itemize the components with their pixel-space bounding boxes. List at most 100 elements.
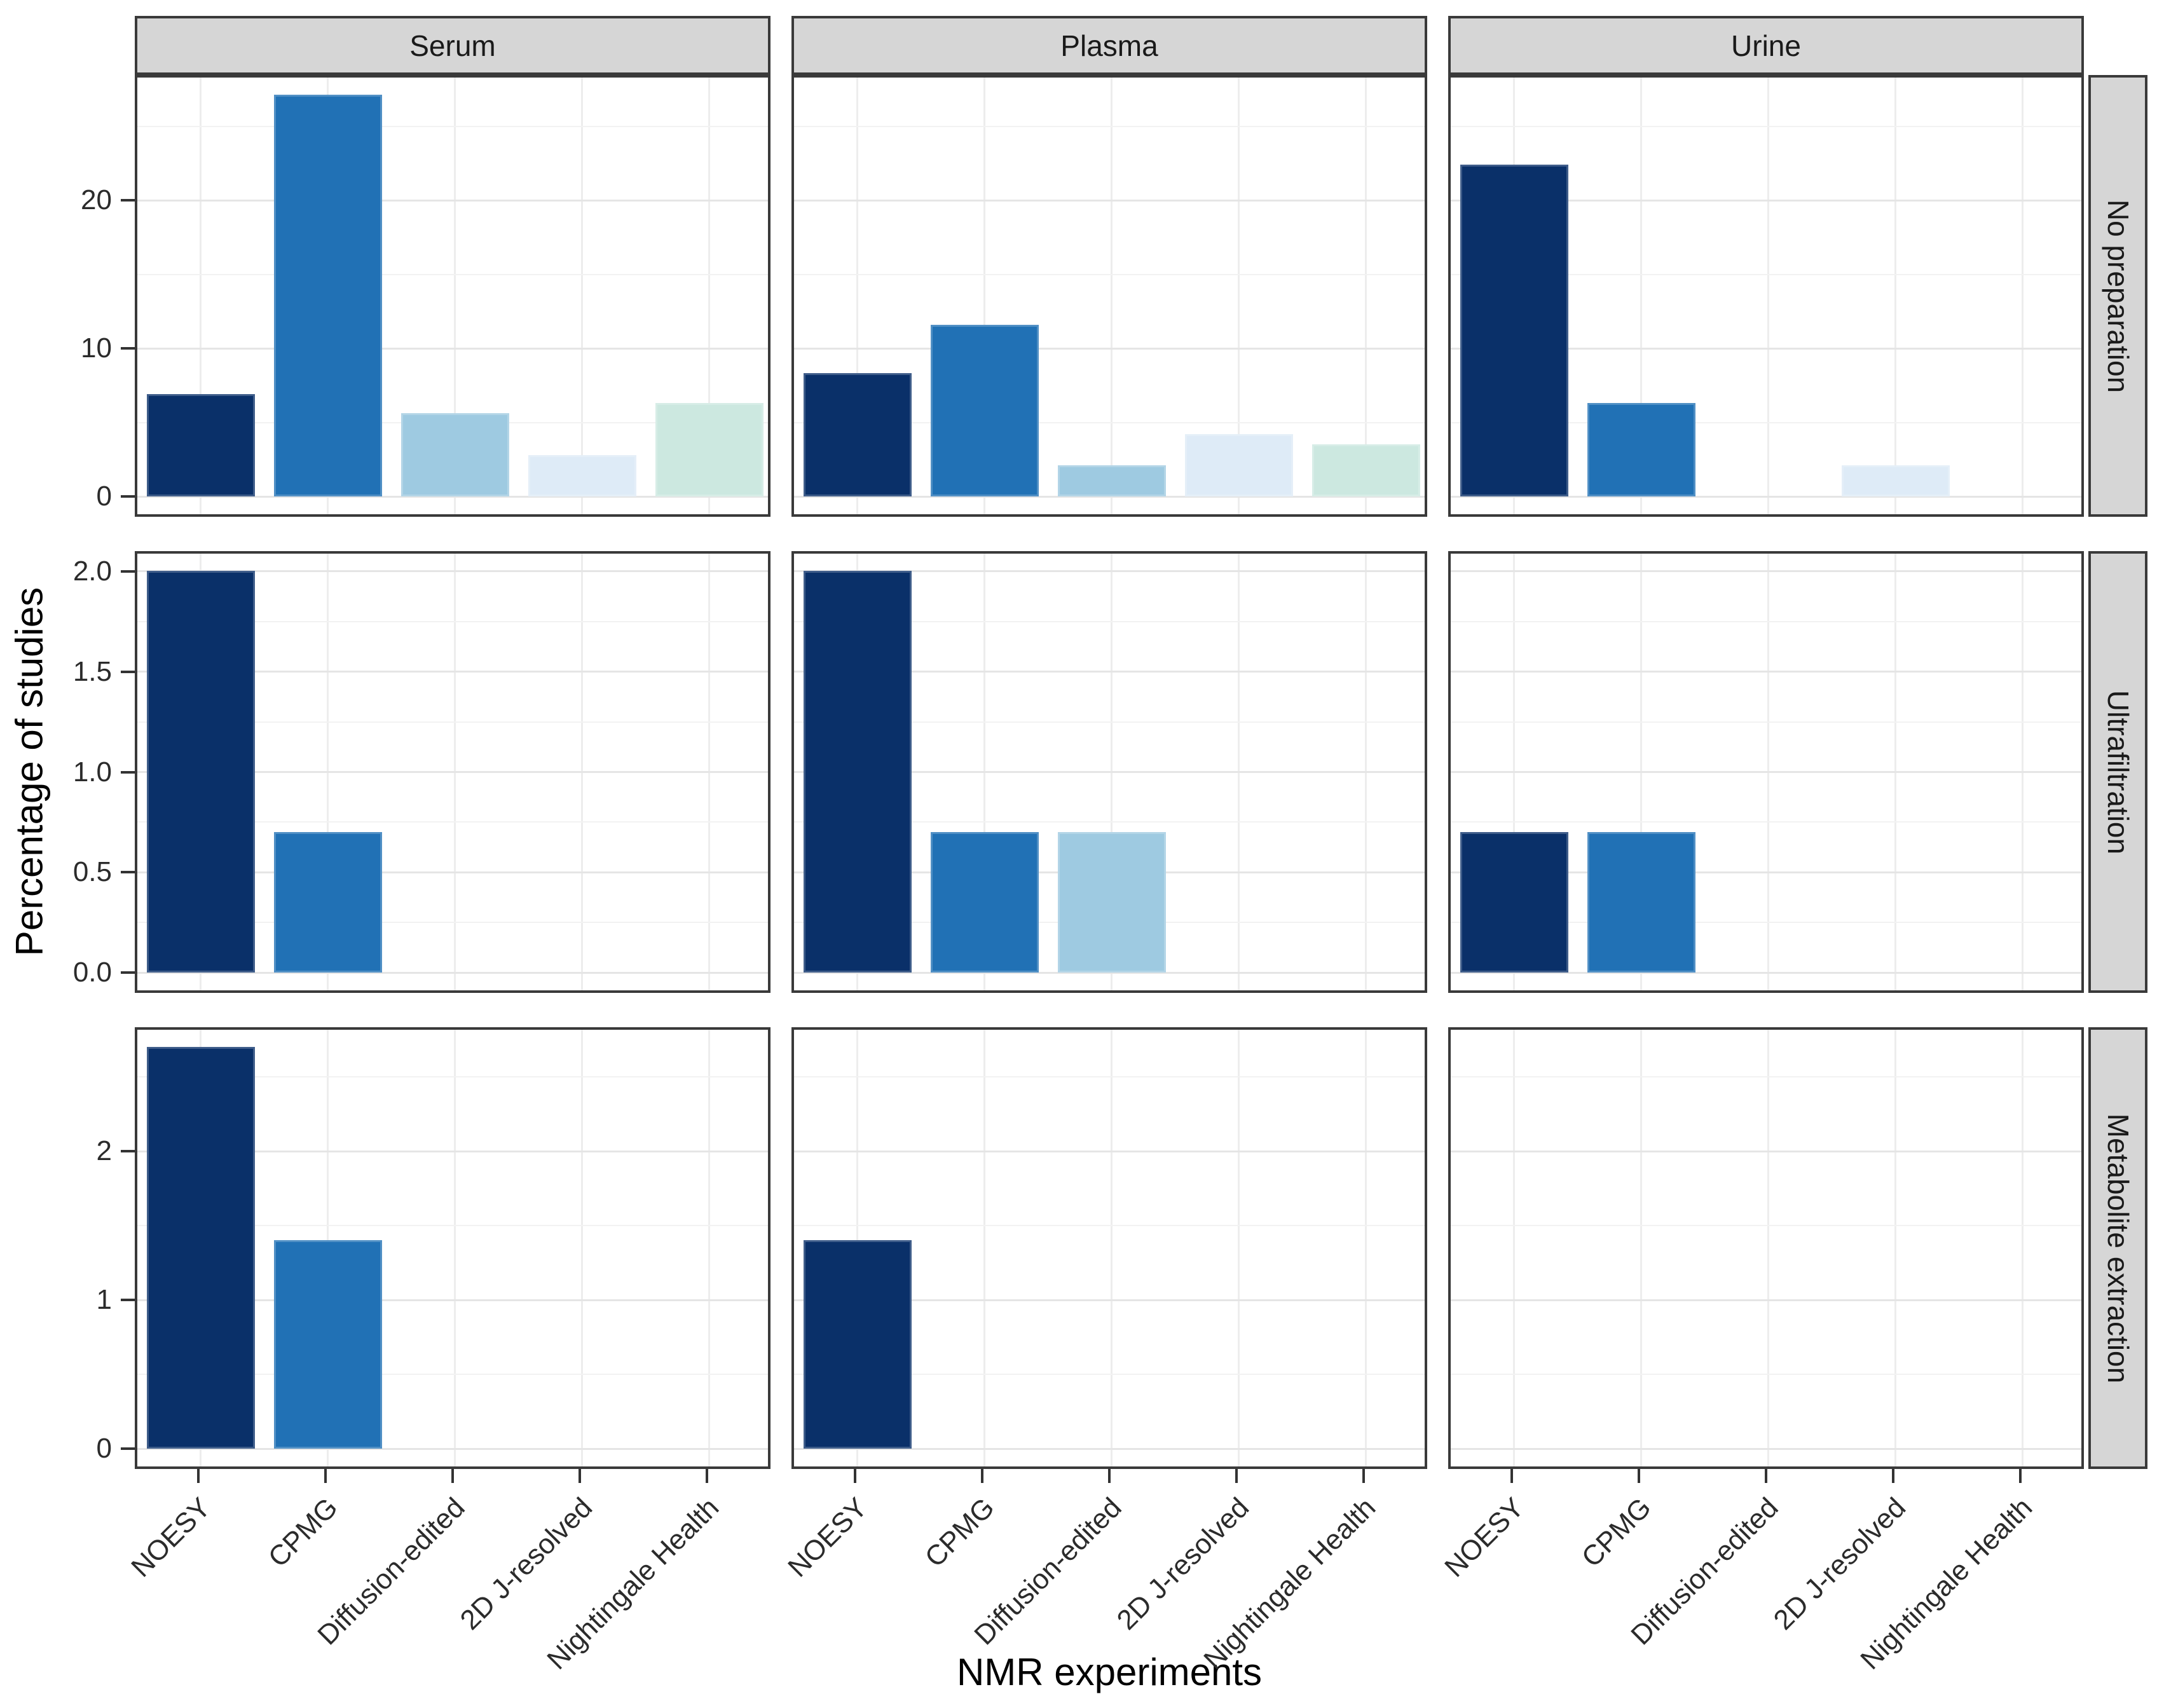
- facet-row-label: No preparation: [2101, 199, 2135, 393]
- x-tick-label: 2D J-resolved: [1111, 1492, 1255, 1636]
- gridline-major: [1451, 1151, 2081, 1152]
- x-tick-label: 2D J-resolved: [454, 1492, 598, 1636]
- x-tick-mark: [197, 1469, 200, 1483]
- gridline-major: [1451, 496, 2081, 498]
- y-tick-label: 0: [96, 481, 112, 512]
- y-tick-label: 0.0: [72, 957, 112, 988]
- facet-row-strip-no-preparation: No preparation: [2088, 75, 2147, 517]
- gridline-major: [137, 570, 768, 572]
- y-tick-mark: [121, 871, 135, 874]
- gridline-major: [794, 671, 1425, 673]
- gridline-vertical: [1767, 78, 1769, 514]
- facet-column-label: Plasma: [1060, 29, 1158, 62]
- bar-noesy: [147, 1047, 255, 1449]
- y-tick-label: 10: [81, 332, 112, 364]
- gridline-minor: [1451, 126, 2081, 127]
- facet-column-strip-serum: Serum: [135, 16, 770, 75]
- panel-urine-row1: [1448, 75, 2084, 517]
- gridline-vertical: [856, 78, 858, 514]
- gridline-vertical: [2022, 1030, 2024, 1466]
- panel-plasma-row2: [791, 551, 1427, 993]
- y-tick-label: 0.5: [72, 856, 112, 888]
- x-tick-mark: [1235, 1469, 1238, 1483]
- y-tick-label: 0: [96, 1433, 112, 1465]
- gridline-major: [137, 348, 768, 350]
- gridline-minor: [1451, 274, 2081, 275]
- facet-column-label: Urine: [1731, 29, 1801, 62]
- bar-cpmg: [931, 325, 1039, 496]
- gridline-major: [1451, 1299, 2081, 1301]
- gridline-minor: [794, 821, 1425, 823]
- gridline-major: [1451, 871, 2081, 873]
- gridline-vertical: [1640, 78, 1642, 514]
- bar-cpmg: [1587, 403, 1695, 496]
- x-tick-label: NOESY: [1439, 1492, 1530, 1583]
- y-tick-label: 2.0: [72, 555, 112, 587]
- y-tick-label: 1.0: [72, 756, 112, 788]
- gridline-major: [1451, 1448, 2081, 1450]
- gridline-major: [794, 1448, 1425, 1450]
- bar-noesy: [1460, 165, 1568, 496]
- gridline-minor: [137, 922, 768, 923]
- gridline-vertical: [2022, 78, 2024, 514]
- gridline-minor: [137, 621, 768, 622]
- x-tick-mark: [1108, 1469, 1111, 1483]
- gridline-vertical: [708, 78, 710, 514]
- panel-serum-row2: [135, 551, 770, 993]
- bar-cpmg: [274, 832, 382, 973]
- bar-2d-j-resolved: [528, 455, 636, 496]
- gridline-minor: [794, 126, 1425, 127]
- gridline-minor: [137, 1076, 768, 1077]
- gridline-minor: [137, 721, 768, 723]
- gridline-major: [1451, 348, 2081, 350]
- gridline-major: [1451, 972, 2081, 974]
- y-tick-mark: [121, 199, 135, 202]
- panel-serum-row1: [135, 75, 770, 517]
- gridline-major: [137, 1151, 768, 1152]
- gridline-major: [1451, 200, 2081, 202]
- y-tick-mark: [121, 347, 135, 350]
- gridline-major: [794, 570, 1425, 572]
- gridline-minor: [1451, 621, 2081, 622]
- x-tick-mark: [981, 1469, 983, 1483]
- gridline-major: [1451, 771, 2081, 773]
- y-tick-label: 1: [96, 1284, 112, 1316]
- gridline-minor: [1451, 1225, 2081, 1226]
- panel-plasma-row3: [791, 1027, 1427, 1469]
- bar-cpmg: [274, 1240, 382, 1449]
- bar-diffusion-edited: [401, 413, 509, 496]
- x-tick-label: NOESY: [782, 1492, 873, 1583]
- gridline-minor: [1451, 721, 2081, 723]
- gridline-major: [794, 1151, 1425, 1152]
- bar-noesy: [1460, 832, 1568, 973]
- x-tick-mark: [2019, 1469, 2022, 1483]
- gridline-vertical: [708, 1030, 710, 1466]
- gridline-minor: [137, 1225, 768, 1226]
- gridline-minor: [794, 621, 1425, 622]
- gridline-major: [137, 771, 768, 773]
- gridline-minor: [1451, 1374, 2081, 1375]
- gridline-vertical: [1365, 78, 1367, 514]
- x-tick-label: CPMG: [919, 1492, 1001, 1573]
- facet-row-strip-ultrafiltration: Ultrafiltration: [2088, 551, 2147, 993]
- bar-noesy: [147, 571, 255, 973]
- bar-2d-j-resolved: [1842, 465, 1950, 496]
- gridline-vertical: [200, 78, 202, 514]
- gridline-minor: [794, 1076, 1425, 1077]
- gridline-minor: [137, 1374, 768, 1375]
- facet-row-strip-metabolite-extraction: Metabolite extraction: [2088, 1027, 2147, 1469]
- gridline-major: [794, 771, 1425, 773]
- y-tick-mark: [121, 1150, 135, 1153]
- gridline-minor: [794, 274, 1425, 275]
- gridline-major: [137, 871, 768, 873]
- gridline-vertical: [983, 1030, 985, 1466]
- gridline-vertical: [1767, 1030, 1769, 1466]
- panel-plasma-row1: [791, 75, 1427, 517]
- gridline-minor: [794, 1225, 1425, 1226]
- x-tick-mark: [1510, 1469, 1513, 1483]
- gridline-major: [137, 972, 768, 974]
- facet-column-label: Serum: [409, 29, 496, 62]
- gridline-minor: [137, 821, 768, 823]
- gridline-vertical: [1238, 1030, 1240, 1466]
